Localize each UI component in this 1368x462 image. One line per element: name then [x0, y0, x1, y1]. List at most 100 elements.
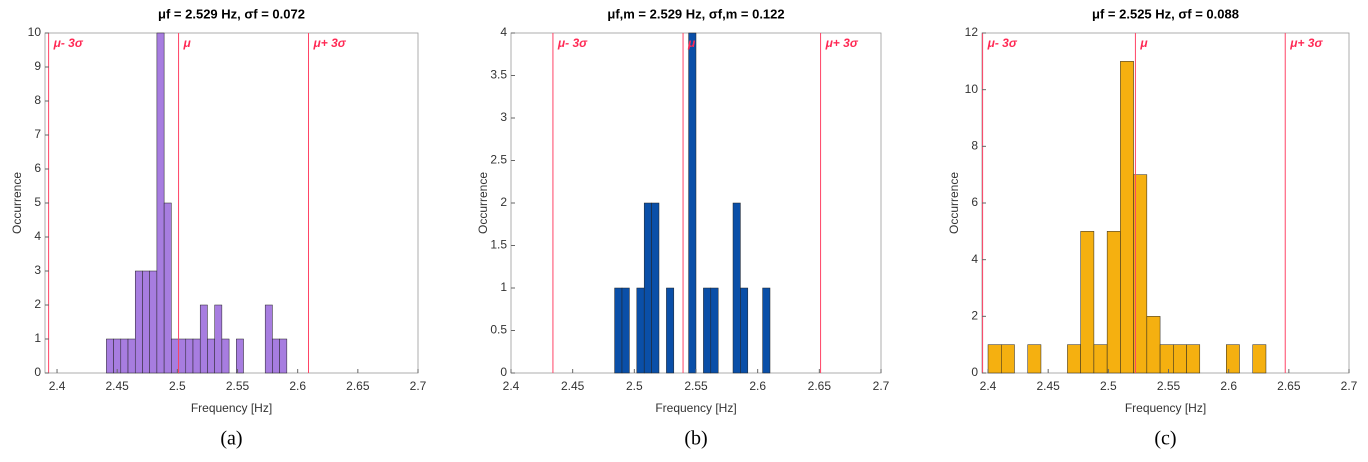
- bar: [1252, 344, 1267, 374]
- y-tick-label: 2: [34, 297, 41, 311]
- x-tick-label: 2.4: [503, 379, 520, 393]
- plot-area: [981, 32, 1350, 374]
- bar: [1120, 61, 1134, 374]
- bar: [192, 338, 201, 374]
- bar: [614, 287, 623, 374]
- y-tick-label: 12: [965, 25, 979, 39]
- bar: [134, 270, 143, 374]
- chart-title: μf = 2.525 Hz, σf = 0.088: [1092, 6, 1239, 21]
- bar: [171, 338, 179, 374]
- bar: [636, 287, 645, 374]
- plot-area: [44, 32, 419, 374]
- bar: [1133, 174, 1148, 374]
- x-tick-label: 2.5: [1100, 379, 1117, 393]
- reference-label: μ: [1139, 36, 1148, 50]
- bar: [666, 287, 675, 374]
- chart-title: μf = 2.529 Hz, σf = 0.072: [158, 6, 305, 21]
- bar: [762, 287, 771, 374]
- bar: [688, 32, 697, 374]
- bar: [163, 202, 172, 374]
- x-tick-label: 2.45: [561, 379, 585, 393]
- x-tick-label: 2.5: [169, 379, 186, 393]
- y-tick-label: 1: [500, 280, 507, 294]
- bar: [643, 202, 652, 374]
- bar: [1106, 231, 1121, 374]
- x-tick-label: 2.6: [749, 379, 766, 393]
- bar: [236, 338, 244, 374]
- bar: [1173, 344, 1187, 374]
- y-tick-label: 0.5: [490, 323, 507, 337]
- bar: [1226, 344, 1240, 374]
- bar: [264, 304, 273, 374]
- bar: [142, 270, 150, 374]
- y-tick-label: 5: [34, 195, 41, 209]
- y-tick-label: 9: [34, 59, 41, 73]
- x-tick-label: 2.5: [626, 379, 643, 393]
- bar: [621, 287, 630, 374]
- x-axis-label: Frequency [Hz]: [191, 401, 272, 415]
- caption: (b): [684, 428, 707, 450]
- x-tick-label: 2.45: [106, 379, 130, 393]
- y-tick-label: 3: [34, 263, 41, 277]
- y-tick-label: 3: [500, 110, 507, 124]
- y-tick-label: 6: [34, 161, 41, 175]
- bar: [214, 304, 223, 374]
- x-tick-label: 2.7: [410, 379, 427, 393]
- bar: [120, 338, 129, 374]
- y-tick-label: 7: [34, 127, 41, 141]
- bar: [1001, 344, 1015, 374]
- bar: [1027, 344, 1042, 374]
- bar: [651, 202, 660, 374]
- bar: [221, 338, 230, 374]
- y-tick-label: 2.5: [490, 153, 507, 167]
- y-tick-label: 4: [500, 25, 507, 39]
- bar: [1080, 231, 1095, 374]
- bar: [106, 338, 114, 374]
- y-tick-label: 1.5: [490, 238, 507, 252]
- y-axis-label: Occurrence: [947, 172, 961, 234]
- x-tick-label: 2.55: [1157, 379, 1181, 393]
- bar: [710, 287, 719, 374]
- x-axis-label: Frequency [Hz]: [1125, 401, 1206, 415]
- bar: [178, 338, 187, 374]
- y-tick-label: 1: [34, 331, 41, 345]
- bar: [703, 287, 712, 374]
- bar: [207, 338, 215, 374]
- bar: [1093, 344, 1108, 374]
- reference-label: μ+ 3σ: [1289, 36, 1323, 50]
- reference-label: μ- 3σ: [987, 36, 1018, 50]
- x-tick-label: 2.7: [873, 379, 890, 393]
- bar: [156, 32, 165, 374]
- x-tick-label: 2.4: [49, 379, 66, 393]
- bar: [113, 338, 122, 374]
- x-tick-label: 2.6: [289, 379, 306, 393]
- y-tick-label: 0: [500, 365, 507, 379]
- x-tick-label: 2.65: [1277, 379, 1301, 393]
- caption: (a): [220, 428, 242, 450]
- bar: [185, 338, 194, 374]
- bar: [1159, 344, 1174, 374]
- x-tick-label: 2.65: [346, 379, 370, 393]
- bar: [199, 304, 208, 374]
- bar: [1146, 316, 1161, 374]
- y-tick-label: 0: [971, 365, 978, 379]
- bar: [732, 202, 741, 374]
- y-axis-label: Occurrence: [10, 172, 24, 234]
- y-tick-label: 10: [28, 25, 42, 39]
- reference-label: μ- 3σ: [53, 36, 84, 50]
- x-tick-label: 2.7: [1341, 379, 1358, 393]
- bar: [279, 338, 288, 374]
- chart-title: μf,m = 2.529 Hz, σf,m = 0.122: [607, 6, 784, 21]
- y-tick-label: 8: [971, 139, 978, 153]
- x-tick-label: 2.45: [1037, 379, 1061, 393]
- bar: [1067, 344, 1081, 374]
- reference-label: μ+ 3σ: [825, 36, 859, 50]
- y-tick-label: 0: [34, 365, 41, 379]
- y-tick-label: 2: [971, 309, 978, 323]
- x-axis-label: Frequency [Hz]: [655, 401, 736, 415]
- y-tick-label: 4: [34, 229, 41, 243]
- x-tick-label: 2.55: [226, 379, 250, 393]
- y-tick-label: 3.5: [490, 68, 507, 82]
- y-tick-label: 6: [971, 195, 978, 209]
